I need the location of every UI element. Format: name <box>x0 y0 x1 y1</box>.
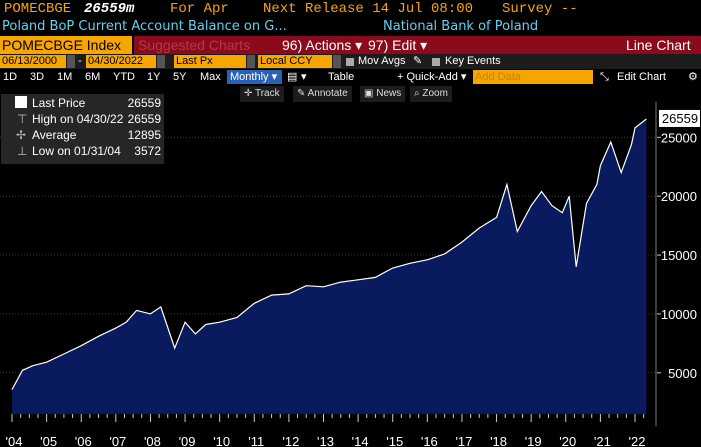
mov-avgs-checkbox[interactable] <box>346 58 354 66</box>
end-date-field[interactable]: 04/30/2022 <box>86 55 156 68</box>
period-1y[interactable]: 1Y <box>147 71 161 83</box>
x-tick-label: '15 <box>386 434 403 447</box>
chart-area[interactable]: 5000 10000 15000 20000 25000 '04 '05 '06 '07 '08… <box>0 86 701 447</box>
frequency-dropdown[interactable]: Monthly ▾ <box>227 70 282 84</box>
security-field[interactable]: POMECBGE Index <box>0 36 132 54</box>
average-icon: ✢ <box>16 128 27 142</box>
x-tick-label: '21 <box>594 434 611 447</box>
x-tick-label: '12 <box>282 434 299 447</box>
x-axis: '04 '05 '06 '07 '08 '09 '10 '11 '12 '13 '14 '15 '16 '… <box>6 414 646 447</box>
period-label: For Apr <box>170 1 229 17</box>
settings-icon[interactable]: ⚙ <box>688 71 698 83</box>
period-bar: 1D 3D 1M 6M YTD 1Y 5Y Max Monthly ▾ ▤ ▾ … <box>0 69 701 85</box>
key-events-label[interactable]: Key Events <box>445 55 501 67</box>
low-icon: ⊥ <box>17 144 28 158</box>
edit-button[interactable]: 97) Edit ▾ <box>368 37 428 53</box>
x-tick-label: '11 <box>248 434 264 447</box>
x-tick-label: '17 <box>455 434 472 447</box>
low-value: 3572 <box>134 144 161 158</box>
series-line <box>11 118 647 390</box>
period-max[interactable]: Max <box>200 71 221 83</box>
currency-selector[interactable]: Local CCY <box>258 55 332 68</box>
news-tool[interactable]: ▣ News <box>360 86 406 102</box>
date-range-bar: 06/13/2000 - 04/30/2022 Last Px Local CC… <box>0 54 701 69</box>
annotate-tool[interactable]: ✎ Annotate <box>293 86 352 102</box>
y-axis: 5000 10000 15000 20000 25000 <box>655 86 697 426</box>
next-release: Next Release 14 Jul 08:00 <box>263 1 474 17</box>
y-tick-label: 15000 <box>661 248 697 263</box>
y-tick-label: 25000 <box>661 130 697 145</box>
description: Poland BoP Current Account Balance on G.… <box>2 19 287 34</box>
last-price-label: Last Price <box>32 96 86 110</box>
source-label: National Bank of Poland <box>383 19 539 34</box>
suggested-charts-button[interactable]: Suggested Charts <box>138 37 251 53</box>
low-label: Low on 01/31/04 <box>32 144 121 158</box>
chart-tools: ✛ Track ✎ Annotate ▣ News ⌕ Zoom <box>0 86 701 102</box>
period-1d[interactable]: 1D <box>3 71 18 83</box>
x-tick-label: '16 <box>421 434 438 447</box>
mov-avgs-label[interactable]: Mov Avgs <box>358 55 406 67</box>
end-calendar-icon[interactable] <box>157 55 165 68</box>
dropdown-icon[interactable]: ▾ <box>301 71 307 83</box>
last-value-text: 26559 <box>662 111 698 126</box>
chart-type-icon[interactable]: ▤ <box>287 71 298 83</box>
x-tick-label: '08 <box>144 434 161 447</box>
ticker-short: POMECBGE <box>4 1 72 17</box>
period-5y[interactable]: 5Y <box>173 71 187 83</box>
line-chart-label: Line Chart <box>626 37 691 53</box>
actions-button[interactable]: 96) Actions ▾ <box>282 37 363 53</box>
last-price-swatch <box>15 96 27 108</box>
x-tick-label: '19 <box>525 434 542 447</box>
x-tick-label: '18 <box>490 434 507 447</box>
start-date-field[interactable]: 06/13/2000 <box>0 55 66 68</box>
x-tick-label: '06 <box>75 434 92 447</box>
x-tick-label: '09 <box>179 434 196 447</box>
y-tick-label: 20000 <box>661 189 697 204</box>
start-calendar-icon[interactable] <box>67 55 75 68</box>
x-tick-label: '14 <box>352 434 369 447</box>
high-value: 26559 <box>127 112 161 126</box>
add-data-input[interactable]: Add Data <box>473 70 593 84</box>
average-label: Average <box>32 128 77 142</box>
high-icon: ⊤ <box>17 112 28 126</box>
table-button[interactable]: Table <box>328 71 355 83</box>
command-toolbar: POMECBGE Index Suggested Charts 96) Acti… <box>0 36 701 54</box>
last-price-value: 26559 <box>127 96 161 110</box>
x-tick-label: '04 <box>6 434 23 447</box>
description-row: Poland BoP Current Account Balance on G.… <box>0 18 701 36</box>
pencil-icon[interactable]: ✎ <box>413 55 423 67</box>
y-tick-label: 5000 <box>668 366 697 381</box>
last-value: 26559m <box>84 1 135 17</box>
field-dropdown-icon[interactable] <box>247 55 255 68</box>
x-tick-label: '20 <box>559 434 576 447</box>
high-label: High on 04/30/22 <box>32 112 124 126</box>
series-area <box>12 119 647 414</box>
y-tick-label: 10000 <box>661 307 697 322</box>
period-6m[interactable]: 6M <box>85 71 101 83</box>
x-tick-label: '05 <box>40 434 57 447</box>
period-1m[interactable]: 1M <box>57 71 73 83</box>
quick-add-button[interactable]: + Quick-Add ▾ <box>397 71 467 83</box>
field-selector[interactable]: Last Px <box>174 55 246 68</box>
x-tick-label: '07 <box>109 434 126 447</box>
currency-dropdown-icon[interactable] <box>333 55 341 68</box>
legend-box: Last Price 26559 ⊤ High on 04/30/22 2655… <box>1 94 164 164</box>
toolbar-strip <box>134 36 701 54</box>
title-row: POMECBGE 26559m For Apr Next Release 14 … <box>0 0 701 18</box>
track-tool[interactable]: ✛ Track <box>240 86 284 102</box>
period-3d[interactable]: 3D <box>30 71 45 83</box>
x-tick-label: '10 <box>213 434 230 447</box>
expand-icon[interactable]: ⤡ <box>600 71 609 83</box>
average-value: 12895 <box>127 128 161 142</box>
last-value-tag: 26559 <box>659 109 700 127</box>
last-value-box <box>659 109 700 127</box>
key-events-checkbox[interactable] <box>432 58 440 66</box>
period-ytd[interactable]: YTD <box>113 71 135 83</box>
x-tick-label: '13 <box>317 434 334 447</box>
survey-label: Survey -- <box>502 1 578 17</box>
edit-chart-button[interactable]: Edit Chart <box>617 71 666 83</box>
zoom-tool[interactable]: ⌕ Zoom <box>410 86 452 102</box>
x-tick-label: '22 <box>629 434 646 447</box>
